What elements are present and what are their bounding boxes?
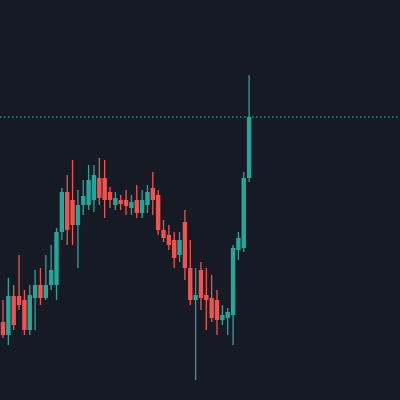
candle-body [48, 270, 54, 285]
candle-body [118, 200, 123, 204]
candle-body [145, 192, 150, 205]
candle-body [246, 117, 252, 178]
candle-body [182, 222, 188, 268]
candle-body [91, 175, 97, 200]
candle-body [220, 315, 225, 320]
candle-body [81, 196, 86, 205]
candle-body [172, 240, 177, 258]
candle-body [54, 232, 59, 285]
candle-body [75, 205, 81, 225]
candle-body [139, 200, 145, 213]
candle-body [32, 285, 38, 298]
candle-body [225, 312, 230, 318]
candle-body [6, 296, 11, 335]
candle-body [150, 188, 155, 200]
candle-body [107, 192, 113, 200]
candle-body [193, 295, 198, 300]
candle-body [166, 235, 172, 245]
candle-body [113, 198, 118, 205]
candle-body [129, 202, 134, 208]
candle-body [155, 195, 161, 230]
candle-body [134, 200, 139, 213]
candle-body [214, 300, 220, 320]
candle-body [22, 300, 27, 330]
candle-body [188, 268, 193, 300]
candle-body [16, 296, 22, 305]
candle-body [27, 295, 32, 330]
candle-body [97, 178, 102, 198]
candle-body [177, 240, 182, 255]
candle-body [70, 200, 75, 225]
candle-body [123, 200, 129, 206]
candle-body [198, 270, 204, 298]
candle-body [230, 248, 236, 315]
candle-body [11, 296, 16, 325]
candle-body [38, 285, 43, 298]
candle-body [236, 238, 241, 250]
candle-body [209, 298, 214, 318]
candle-body [161, 230, 166, 238]
candle-body [59, 192, 65, 232]
candle-body [102, 178, 107, 200]
candle-body [86, 180, 91, 205]
candle-body [43, 285, 48, 298]
candle-body [0, 322, 6, 335]
candle-body [241, 178, 246, 248]
candle-body [204, 295, 209, 300]
candle-body [65, 192, 70, 230]
